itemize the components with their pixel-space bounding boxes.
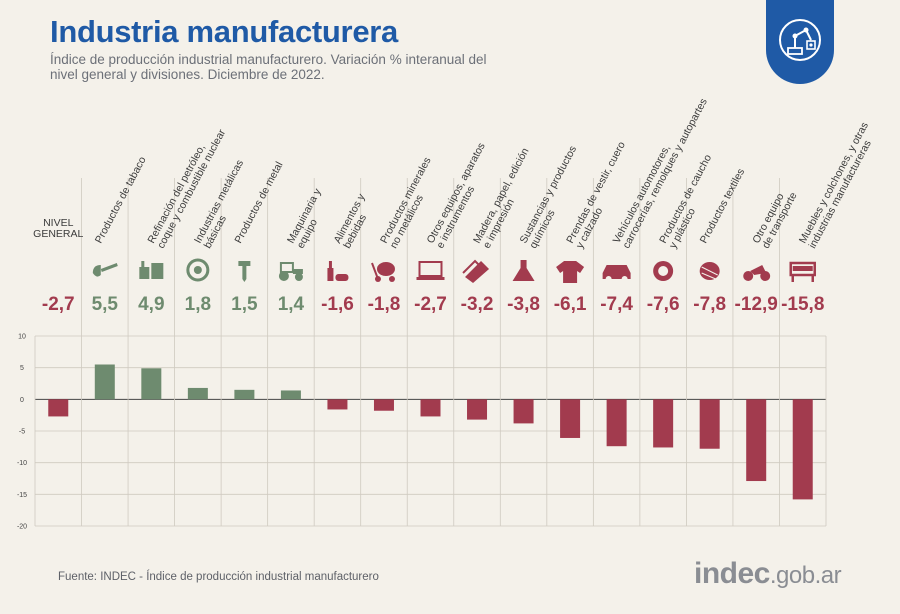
tractor-icon: [278, 262, 303, 281]
bar: [327, 399, 348, 410]
bar: [373, 399, 394, 411]
category-label: Productos de tabaco: [93, 155, 149, 246]
category-label: NIVEL: [43, 217, 74, 229]
shirt-icon: [556, 261, 585, 283]
value-label: -6,1: [554, 294, 587, 315]
furniture-icon: [789, 261, 816, 282]
coil-icon: [186, 258, 210, 282]
source-note: Fuente: INDEC - Índice de producción ind…: [58, 571, 379, 583]
value-label: -3,2: [461, 294, 494, 315]
bar: [699, 399, 720, 449]
logo-domain: .gob.ar: [769, 562, 842, 589]
industry-badge: [766, 0, 834, 84]
value-label: -2,7: [414, 294, 447, 315]
logo-indec: indec: [694, 557, 770, 590]
car-icon: [602, 265, 631, 282]
category-label: Otro equipode transporte: [750, 185, 799, 251]
bar: [746, 399, 767, 482]
value-label: 5,5: [92, 294, 119, 315]
value-label: -7,4: [600, 294, 633, 315]
value-label: -1,8: [368, 294, 401, 315]
laptop-icon: [416, 261, 445, 280]
bar: [141, 368, 162, 400]
category-label: Productos textiles: [698, 167, 748, 246]
refinery-icon: [139, 261, 164, 279]
y-tick-label: -15: [17, 492, 27, 499]
category-label: Muebles y colchones, y otrasindustrias m…: [797, 120, 881, 250]
bar: [606, 399, 627, 447]
bar: [48, 399, 69, 417]
page-title: Industria manufacturera: [50, 14, 398, 49]
category-label: Maquinaria yequipo: [285, 186, 334, 251]
y-tick-label: 5: [20, 365, 24, 372]
category-label: GENERAL: [33, 228, 83, 240]
paper-icon: [462, 259, 490, 283]
y-tick-label: 10: [18, 334, 26, 341]
value-label: -15,8: [781, 294, 824, 315]
bar: [560, 399, 581, 438]
y-tick-label: 0: [20, 397, 24, 404]
value-label: -7,8: [693, 294, 726, 315]
thread-icon: [699, 262, 720, 280]
y-tick-label: -10: [17, 460, 27, 467]
value-label: 1,4: [278, 294, 305, 315]
y-axis-ticks: 10 5 0 -5 -10 -15 -20: [17, 334, 27, 531]
grid-lines: [34, 178, 827, 527]
y-tick-label: -20: [17, 524, 27, 531]
bottle-icon: [327, 261, 349, 281]
category-icons: [92, 258, 816, 283]
pipe-icon: [92, 263, 118, 277]
motorcycle-icon: [743, 265, 771, 281]
bar: [420, 399, 441, 417]
bar: [467, 399, 488, 420]
bar: [234, 389, 255, 400]
bars: [48, 364, 813, 500]
value-label: -1,6: [321, 294, 354, 315]
tire-icon: [653, 261, 674, 281]
bar: [792, 399, 813, 500]
value-label: -2,7: [42, 294, 75, 315]
value-label: -3,8: [507, 294, 540, 315]
value-label: -7,6: [647, 294, 680, 315]
value-label: 4,9: [138, 294, 164, 315]
category-label: Alimentos ybebidas: [331, 191, 377, 250]
robot-arm-icon: [779, 19, 821, 61]
y-tick-label: -5: [19, 429, 25, 436]
bar: [513, 399, 534, 424]
flask-icon: [512, 260, 535, 281]
value-label: 1,5: [231, 294, 258, 315]
screw-icon: [238, 261, 251, 282]
indec-logo: indec.gob.ar: [694, 557, 842, 591]
cement-mixer-icon: [371, 262, 395, 282]
bar: [94, 364, 115, 400]
value-label: 1,8: [185, 294, 211, 315]
bar: [653, 399, 674, 448]
value-label: -12,9: [735, 294, 778, 315]
bar: [280, 390, 301, 400]
value-labels: -2,7 5,5 4,9 1,8 1,5 1,4 -1,6 -1,8 -2,7 -3,2 -3,8-…: [42, 294, 825, 315]
page-subtitle: Índice de producción industrial manufact…: [50, 52, 487, 82]
bar: [187, 387, 208, 400]
